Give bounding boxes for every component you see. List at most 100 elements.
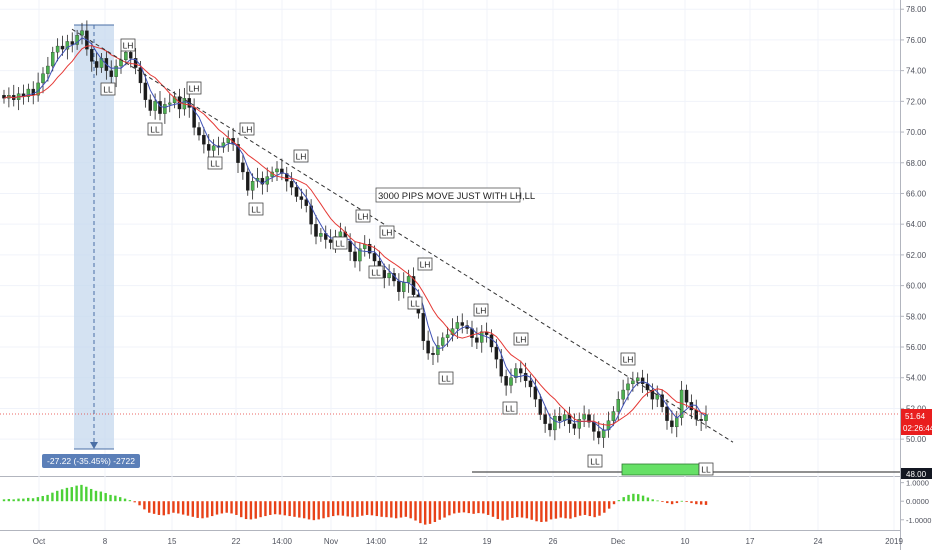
osc-bar	[172, 501, 175, 513]
candle-body	[90, 48, 94, 62]
osc-bar	[424, 501, 427, 525]
ll-label-box	[587, 454, 603, 468]
osc-bar	[641, 495, 645, 502]
candle-body	[358, 248, 362, 262]
osc-bar	[632, 493, 635, 502]
measure-label-text: -27.22 (-35.45%) -2722	[47, 456, 135, 466]
y-tick-label: 64.00	[906, 220, 927, 229]
osc-bar	[278, 501, 282, 515]
osc-bar	[448, 501, 451, 516]
osc-bar	[138, 501, 141, 506]
osc-bar	[46, 494, 49, 502]
lh-label: LH	[513, 332, 529, 346]
candle-body	[275, 168, 279, 173]
osc-bar	[680, 500, 683, 502]
ll-label-text: LL	[441, 374, 451, 384]
candle-body	[299, 196, 304, 200]
osc-bar	[27, 497, 30, 502]
osc-bar	[453, 501, 456, 514]
osc-bar	[2, 499, 6, 502]
time-axis[interactable]: Oct 8 15 22 14:00 Nov 14:00 12 19 26 Dec 10 17 24 2019	[33, 537, 904, 546]
ll-label: LL	[438, 371, 454, 385]
osc-bar	[210, 501, 214, 517]
y-tick-label: 76.00	[906, 36, 927, 45]
ll-label-box	[407, 296, 423, 310]
y-tick-label: 52.00	[906, 404, 927, 413]
osc-bar	[496, 501, 500, 520]
candle-body	[401, 282, 406, 292]
osc-bar	[283, 501, 286, 516]
ll-label: LL	[698, 462, 714, 476]
candle-body	[475, 337, 479, 343]
candle-body	[431, 353, 435, 355]
candle-body	[206, 144, 211, 151]
osc-bar	[554, 501, 558, 519]
osc-bar	[656, 500, 659, 502]
osc-bar	[390, 501, 393, 518]
candle-body	[387, 273, 391, 279]
osc-bar	[123, 498, 127, 502]
osc-bar	[661, 501, 664, 503]
price-axis[interactable]: 78.00 76.00 74.00 72.00 70.00 68.00 66.00 64.00…	[900, 5, 927, 444]
osc-bar	[99, 491, 103, 502]
osc-bar	[240, 501, 243, 518]
osc-bar	[186, 501, 190, 516]
osc-bar	[482, 501, 485, 514]
osc-bar	[545, 501, 548, 522]
osc-bar	[433, 501, 437, 523]
ll-label-text: LL	[251, 205, 261, 215]
candle-body	[675, 417, 679, 428]
lh-label-text: LH	[296, 152, 307, 162]
candle-body	[143, 82, 148, 100]
ll-label-text: LL	[505, 404, 515, 414]
osc-bar	[273, 501, 277, 515]
osc-bar	[31, 498, 35, 502]
candle-body	[421, 313, 425, 342]
y-tick-label: 72.00	[906, 97, 927, 106]
lh-label-text: LH	[420, 260, 431, 270]
osc-bar	[346, 501, 349, 517]
annotations[interactable]: 3000 PIPS MOVE JUST WITH LH,LL	[375, 187, 535, 203]
candle-body	[655, 394, 660, 400]
candle-body	[499, 359, 503, 377]
lh-label: LH	[417, 257, 433, 271]
osc-bar	[612, 501, 616, 505]
ll-label: LL	[100, 82, 116, 96]
osc-bar	[94, 490, 98, 502]
y-tick-label: 56.00	[906, 343, 927, 352]
osc-bar	[685, 501, 688, 503]
candle-body	[353, 251, 357, 262]
candle-body	[558, 415, 562, 421]
osc-bar	[128, 500, 132, 502]
trend-line[interactable]	[71, 28, 734, 443]
lh-label-box	[239, 122, 255, 136]
annotation-box[interactable]	[375, 187, 521, 203]
ll-label-text: LL	[103, 85, 113, 95]
osc-bar	[574, 501, 577, 518]
candle-body	[192, 107, 196, 128]
osc-bar	[409, 501, 412, 519]
descending-trendline[interactable]	[71, 28, 734, 443]
osc-bar	[22, 498, 25, 502]
measure-tool[interactable]: -27.22 (-35.45%) -2722	[42, 24, 140, 468]
lh-label: LH	[379, 225, 395, 239]
osc-bar	[302, 501, 306, 519]
osc-bar	[196, 501, 199, 518]
candle-body	[245, 171, 250, 191]
candle-body	[158, 101, 162, 114]
osc-bar	[361, 501, 364, 516]
candle-body	[684, 389, 689, 403]
candle-body	[553, 415, 557, 431]
candle-body	[577, 419, 582, 429]
y-tick-label: 50.00	[906, 435, 927, 444]
candle-body	[153, 101, 157, 111]
candle-body	[260, 177, 265, 185]
x-tick-label: 10	[681, 537, 690, 546]
osc-bar	[404, 501, 408, 517]
candle-body	[26, 88, 31, 97]
candle-body	[519, 368, 523, 374]
osc-bar	[167, 501, 170, 515]
osc-bar	[336, 501, 340, 516]
